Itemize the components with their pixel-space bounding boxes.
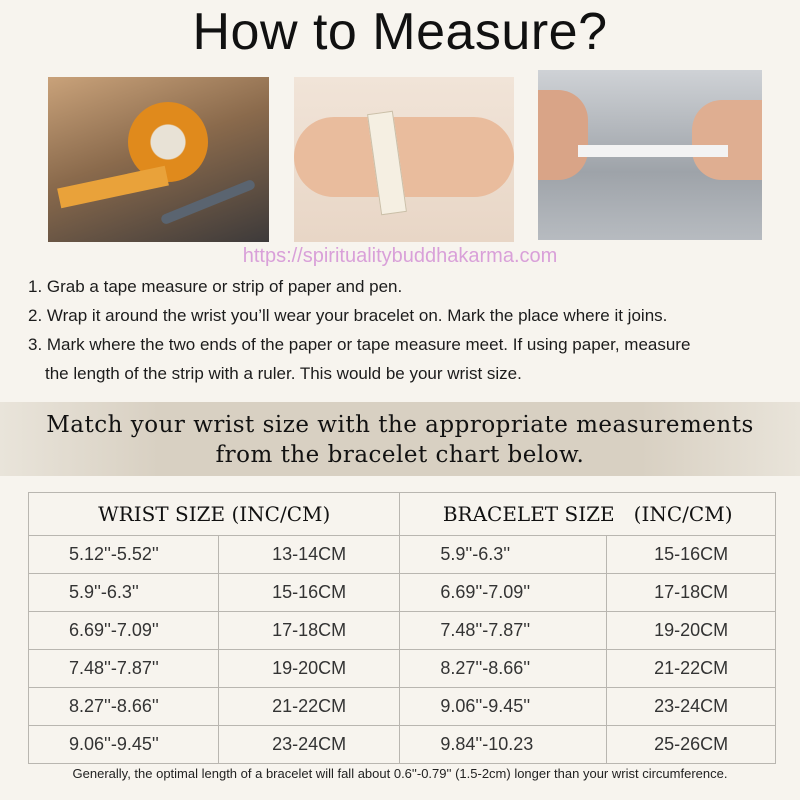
step-2: 2. Wrap it around the wrist you’ll wear … — [28, 306, 668, 325]
bracelet-size-header: BRACELET SIZE (INC/CM) — [399, 492, 776, 536]
footnote: Generally, the optimal length of a brace… — [72, 766, 728, 781]
step-3-continued: the length of the strip with a ruler. Th… — [45, 364, 522, 383]
wrist-inches-cell: 5.9''-6.3'' — [28, 573, 219, 612]
banner-line-1: Match your wrist size with the appropria… — [46, 412, 754, 438]
step-3: 3. Mark where the two ends of the paper … — [28, 335, 691, 354]
table-header-row: WRIST SIZE (INC/CM) BRACELET SIZE (INC/C… — [27, 492, 776, 536]
bracelet-inches-cell: 7.48''-7.87'' — [399, 611, 608, 650]
bracelet-inches-cell: 9.84''-10.23 — [399, 725, 608, 764]
table-row: 9.06''-9.45'' 23-24CM 9.84''-10.23 25-26CM — [28, 725, 776, 764]
bracelet-cm-cell: 19-20CM — [606, 611, 776, 650]
table-row: 6.69''-7.09'' 17-18CM 7.48''-7.87'' 19-20CM — [28, 611, 776, 650]
wrist-inches-cell: 7.48''-7.87'' — [28, 649, 219, 688]
table-row: 8.27''-8.66'' 21-22CM 9.06''-9.45'' 23-24CM — [28, 687, 776, 726]
wrist-cm-cell: 23-24CM — [217, 725, 401, 764]
bracelet-cm-cell: 15-16CM — [606, 535, 776, 574]
wrist-inches-cell: 6.69''-7.09'' — [28, 611, 219, 650]
wrist-cm-cell: 17-18CM — [217, 611, 401, 650]
paper-strip-photo — [538, 70, 762, 240]
bracelet-inches-cell: 5.9''-6.3'' — [399, 535, 608, 574]
bracelet-cm-cell: 21-22CM — [606, 649, 776, 688]
table-row: 5.12''-5.52'' 13-14CM 5.9''-6.3'' 15-16CM — [28, 535, 776, 574]
tape-measure-photo — [48, 77, 269, 242]
bracelet-inches-cell: 6.69''-7.09'' — [399, 573, 608, 612]
wrist-cm-cell: 19-20CM — [217, 649, 401, 688]
match-banner: Match your wrist size with the appropria… — [0, 402, 800, 476]
table-row: 7.48''-7.87'' 19-20CM 8.27''-8.66'' 21-22CM — [28, 649, 776, 688]
wrist-inches-cell: 9.06''-9.45'' — [28, 725, 219, 764]
instruction-steps: 1. Grab a tape measure or strip of paper… — [28, 272, 690, 388]
bracelet-cm-cell: 23-24CM — [606, 687, 776, 726]
bracelet-cm-cell: 25-26CM — [606, 725, 776, 764]
wrist-inches-cell: 8.27''-8.66'' — [28, 687, 219, 726]
bracelet-inches-cell: 8.27''-8.66'' — [399, 649, 608, 688]
step-1: 1. Grab a tape measure or strip of paper… — [28, 277, 403, 296]
bracelet-inches-cell: 9.06''-9.45'' — [399, 687, 608, 726]
wrist-wrap-photo — [294, 77, 514, 242]
wrist-size-header: WRIST SIZE (INC/CM) — [27, 492, 401, 536]
wrist-inches-cell: 5.12''-5.52'' — [28, 535, 219, 574]
banner-line-2: from the bracelet chart below. — [215, 442, 585, 468]
bracelet-cm-cell: 17-18CM — [606, 573, 776, 612]
size-chart: WRIST SIZE (INC/CM) BRACELET SIZE (INC/C… — [27, 492, 776, 764]
page-title: How to Measure? — [192, 3, 608, 61]
wrist-cm-cell: 13-14CM — [217, 535, 401, 574]
watermark: https://spiritualitybuddhakarma.com — [242, 245, 558, 267]
wrist-cm-cell: 21-22CM — [217, 687, 401, 726]
table-row: 5.9''-6.3'' 15-16CM 6.69''-7.09'' 17-18CM — [28, 573, 776, 612]
wrist-cm-cell: 15-16CM — [217, 573, 401, 612]
